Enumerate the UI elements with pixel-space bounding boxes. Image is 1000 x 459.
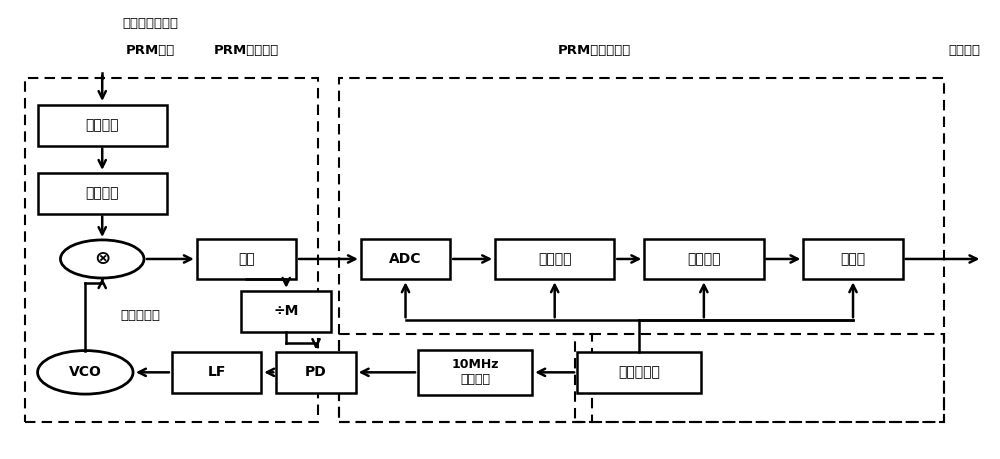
Text: 中放: 中放 (238, 252, 255, 266)
Bar (575, 334, 944, 422)
Text: ÷M: ÷M (274, 304, 299, 318)
Bar (495, 239, 614, 280)
Text: 信息序列: 信息序列 (948, 44, 980, 57)
Circle shape (38, 351, 133, 394)
Text: 低压电力线上的: 低压电力线上的 (122, 17, 178, 30)
Text: 时钟发生器: 时钟发生器 (618, 365, 660, 379)
Bar (38, 105, 167, 146)
Text: 冲击滤波: 冲击滤波 (538, 252, 571, 266)
Text: LF: LF (207, 365, 226, 379)
Bar (418, 350, 532, 395)
Text: ⊗: ⊗ (94, 250, 110, 269)
Bar (197, 239, 296, 280)
Bar (25, 78, 318, 422)
Bar (38, 173, 167, 213)
Circle shape (60, 240, 144, 278)
Text: 前置放大: 前置放大 (85, 186, 119, 200)
Bar (339, 334, 592, 422)
Bar (644, 239, 764, 280)
Text: VCO: VCO (69, 365, 102, 379)
Text: 10MHz
参考晶振: 10MHz 参考晶振 (451, 358, 499, 386)
Bar (172, 352, 261, 393)
Bar (339, 78, 944, 422)
Bar (276, 352, 356, 393)
Text: PRM信号: PRM信号 (125, 44, 175, 57)
Bar (241, 291, 331, 331)
Text: PRM中频信号: PRM中频信号 (214, 44, 279, 57)
Text: 检测判决: 检测判决 (687, 252, 721, 266)
Text: ADC: ADC (389, 252, 422, 266)
Text: 耦合滤波: 耦合滤波 (85, 118, 119, 132)
Text: 模拟锁相环: 模拟锁相环 (120, 309, 160, 322)
Text: PD: PD (305, 365, 327, 379)
Text: 位同步: 位同步 (840, 252, 866, 266)
Bar (577, 352, 701, 393)
Bar (361, 239, 450, 280)
Text: PRM数字解调器: PRM数字解调器 (558, 44, 631, 57)
Bar (803, 239, 903, 280)
